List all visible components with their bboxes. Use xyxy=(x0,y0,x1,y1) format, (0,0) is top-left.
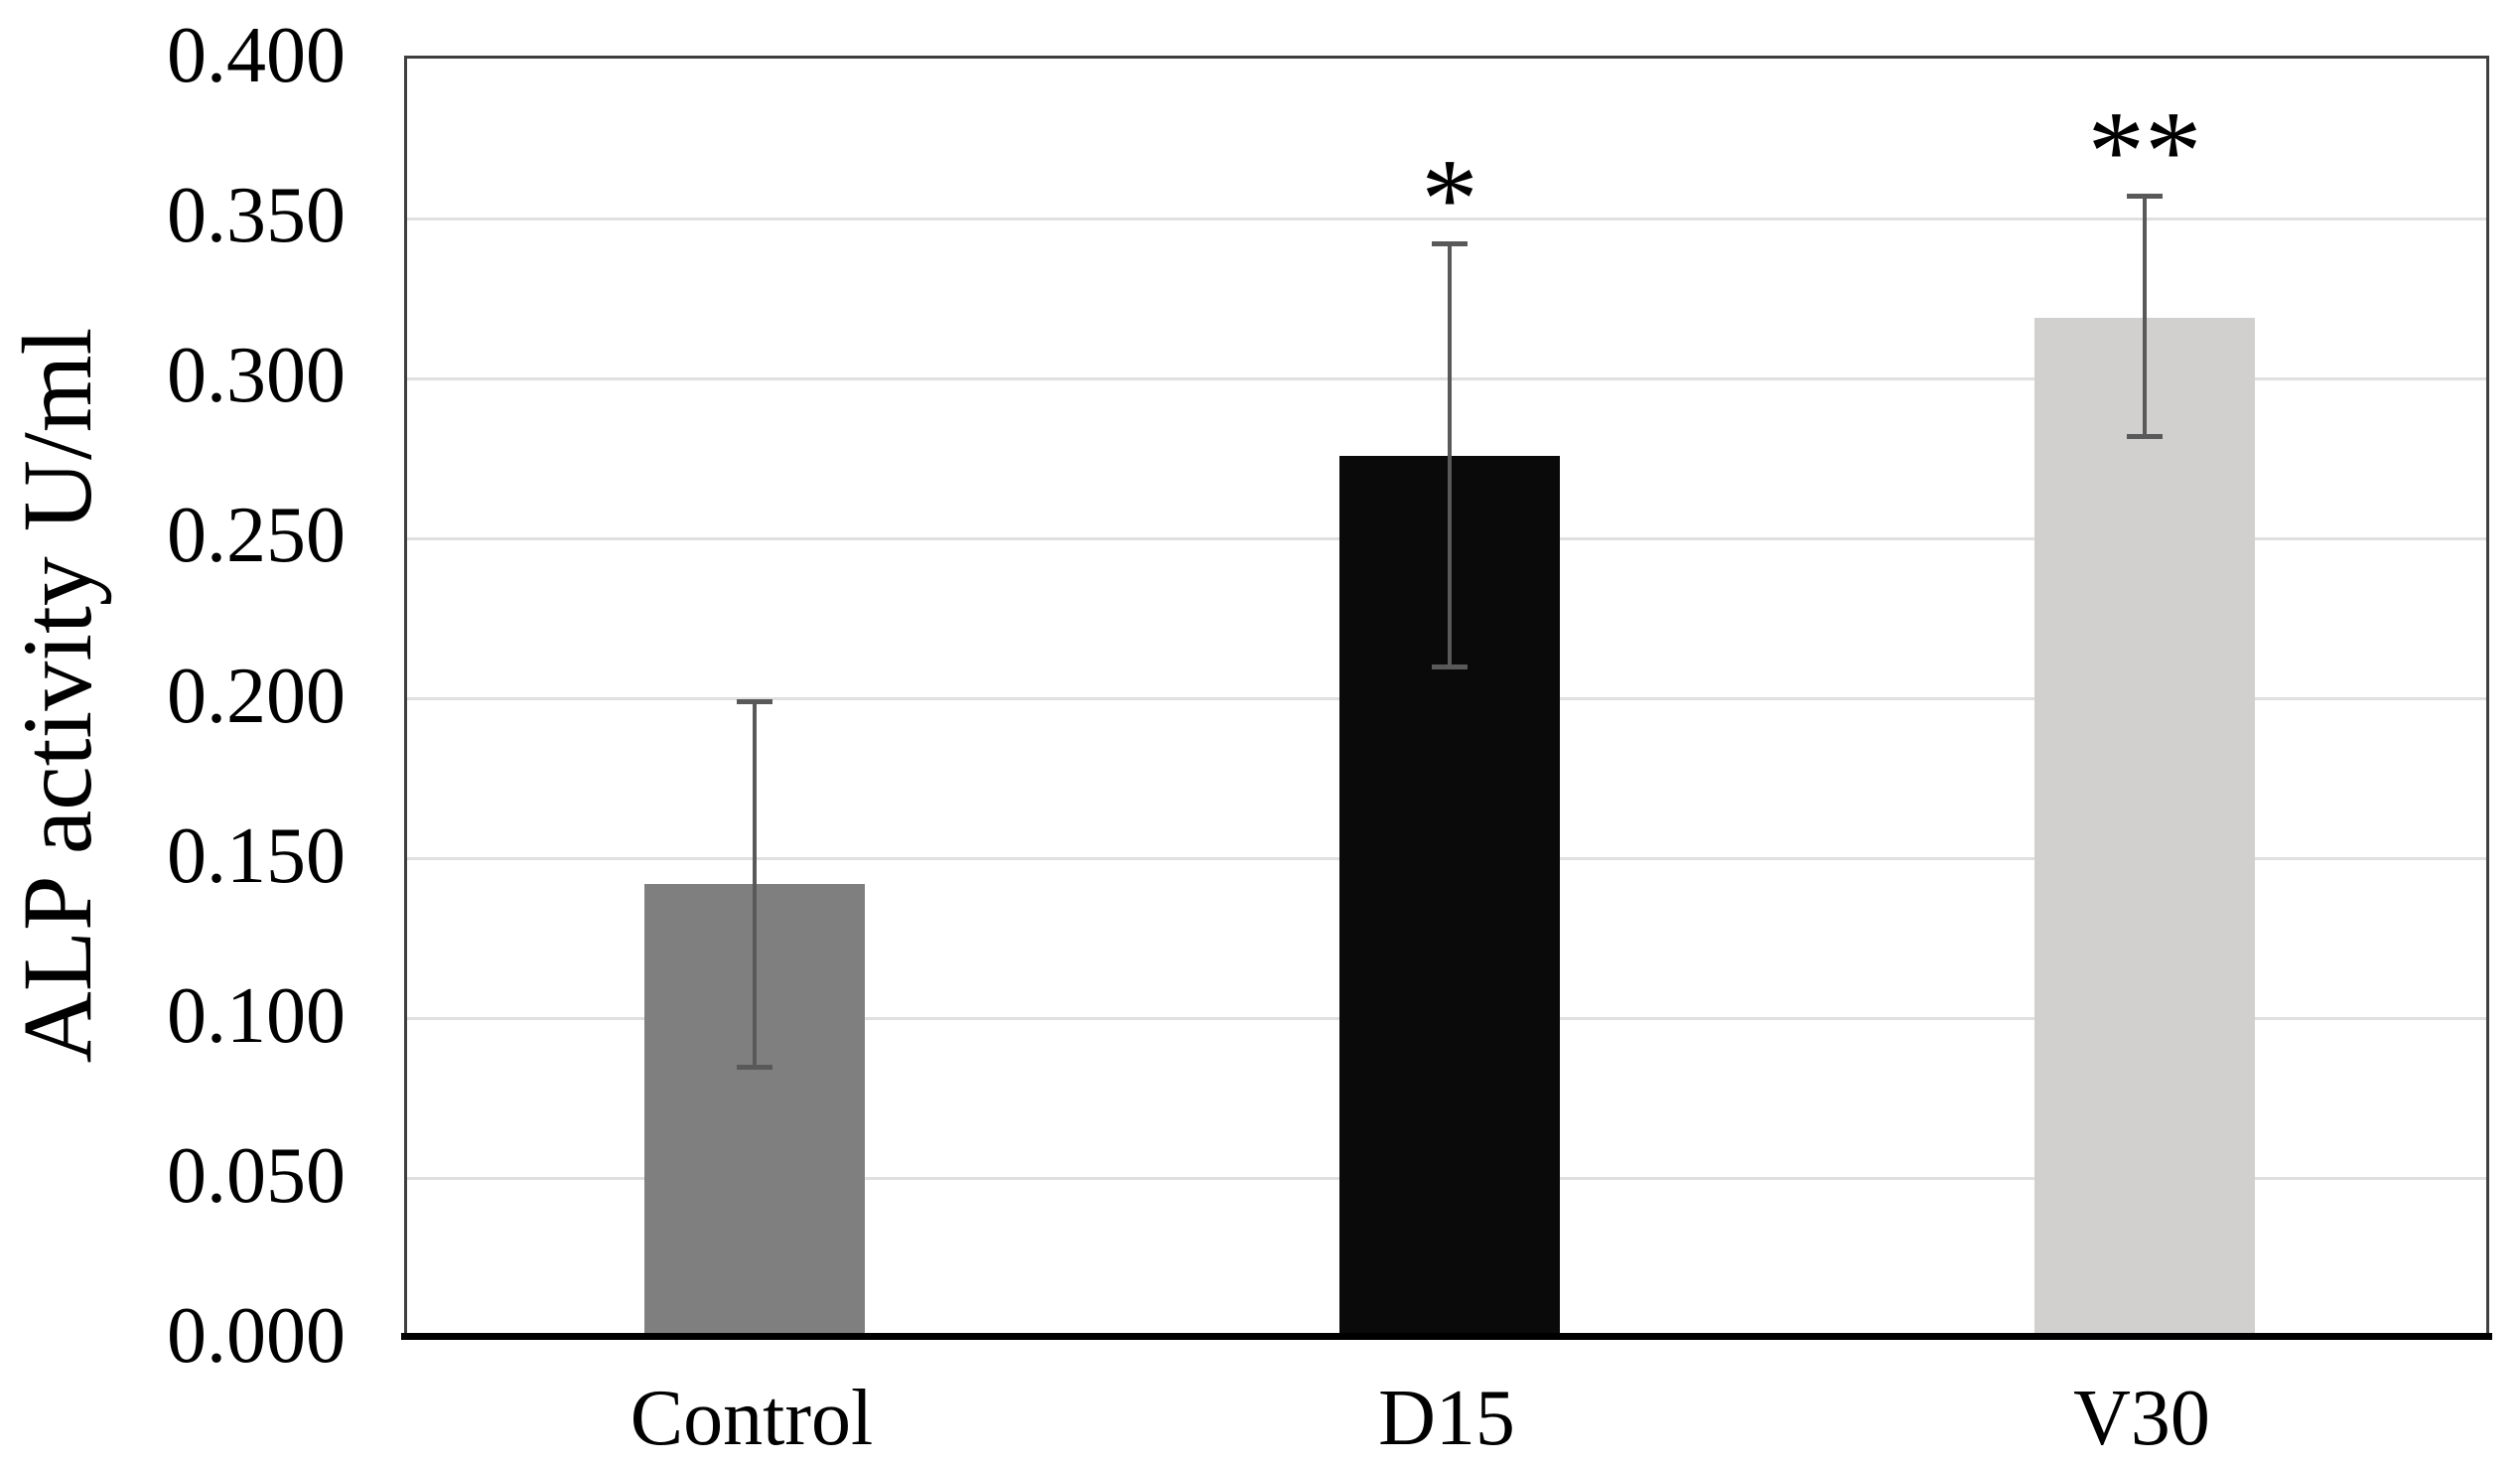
x-axis-label-d15: D15 xyxy=(1378,1375,1515,1462)
error-bar-cap xyxy=(2127,194,2163,200)
y-tick-label: 0.000 xyxy=(167,1292,346,1380)
y-tick-label: 0.250 xyxy=(167,492,346,580)
error-bar-cap xyxy=(737,1064,772,1070)
error-bar xyxy=(1448,243,1452,667)
gridline xyxy=(407,376,2486,380)
significance-annotation: * xyxy=(1421,135,1478,262)
error-bar-cap xyxy=(1432,663,1468,669)
error-bar xyxy=(753,701,757,1068)
y-tick-label: 0.150 xyxy=(167,811,346,900)
x-axis-line xyxy=(401,1333,2492,1340)
y-tick-label: 0.400 xyxy=(167,12,346,99)
x-axis-label-v30: V30 xyxy=(2073,1375,2210,1462)
y-tick-label: 0.100 xyxy=(167,971,346,1060)
y-tick-label: 0.050 xyxy=(167,1131,346,1220)
bar-v30 xyxy=(2034,318,2255,1339)
y-tick-label: 0.350 xyxy=(167,172,346,260)
x-axis-label-control: Control xyxy=(630,1375,874,1462)
error-bar-cap xyxy=(1432,241,1468,247)
gridline xyxy=(407,217,2486,220)
error-bar xyxy=(2143,196,2147,437)
plot-area: * ** xyxy=(404,56,2489,1339)
error-bar-cap xyxy=(737,699,772,705)
significance-annotation: ** xyxy=(2087,87,2202,215)
y-tick-label: 0.200 xyxy=(167,652,346,740)
error-bar-cap xyxy=(2127,433,2163,439)
y-tick-label: 0.300 xyxy=(167,332,346,420)
